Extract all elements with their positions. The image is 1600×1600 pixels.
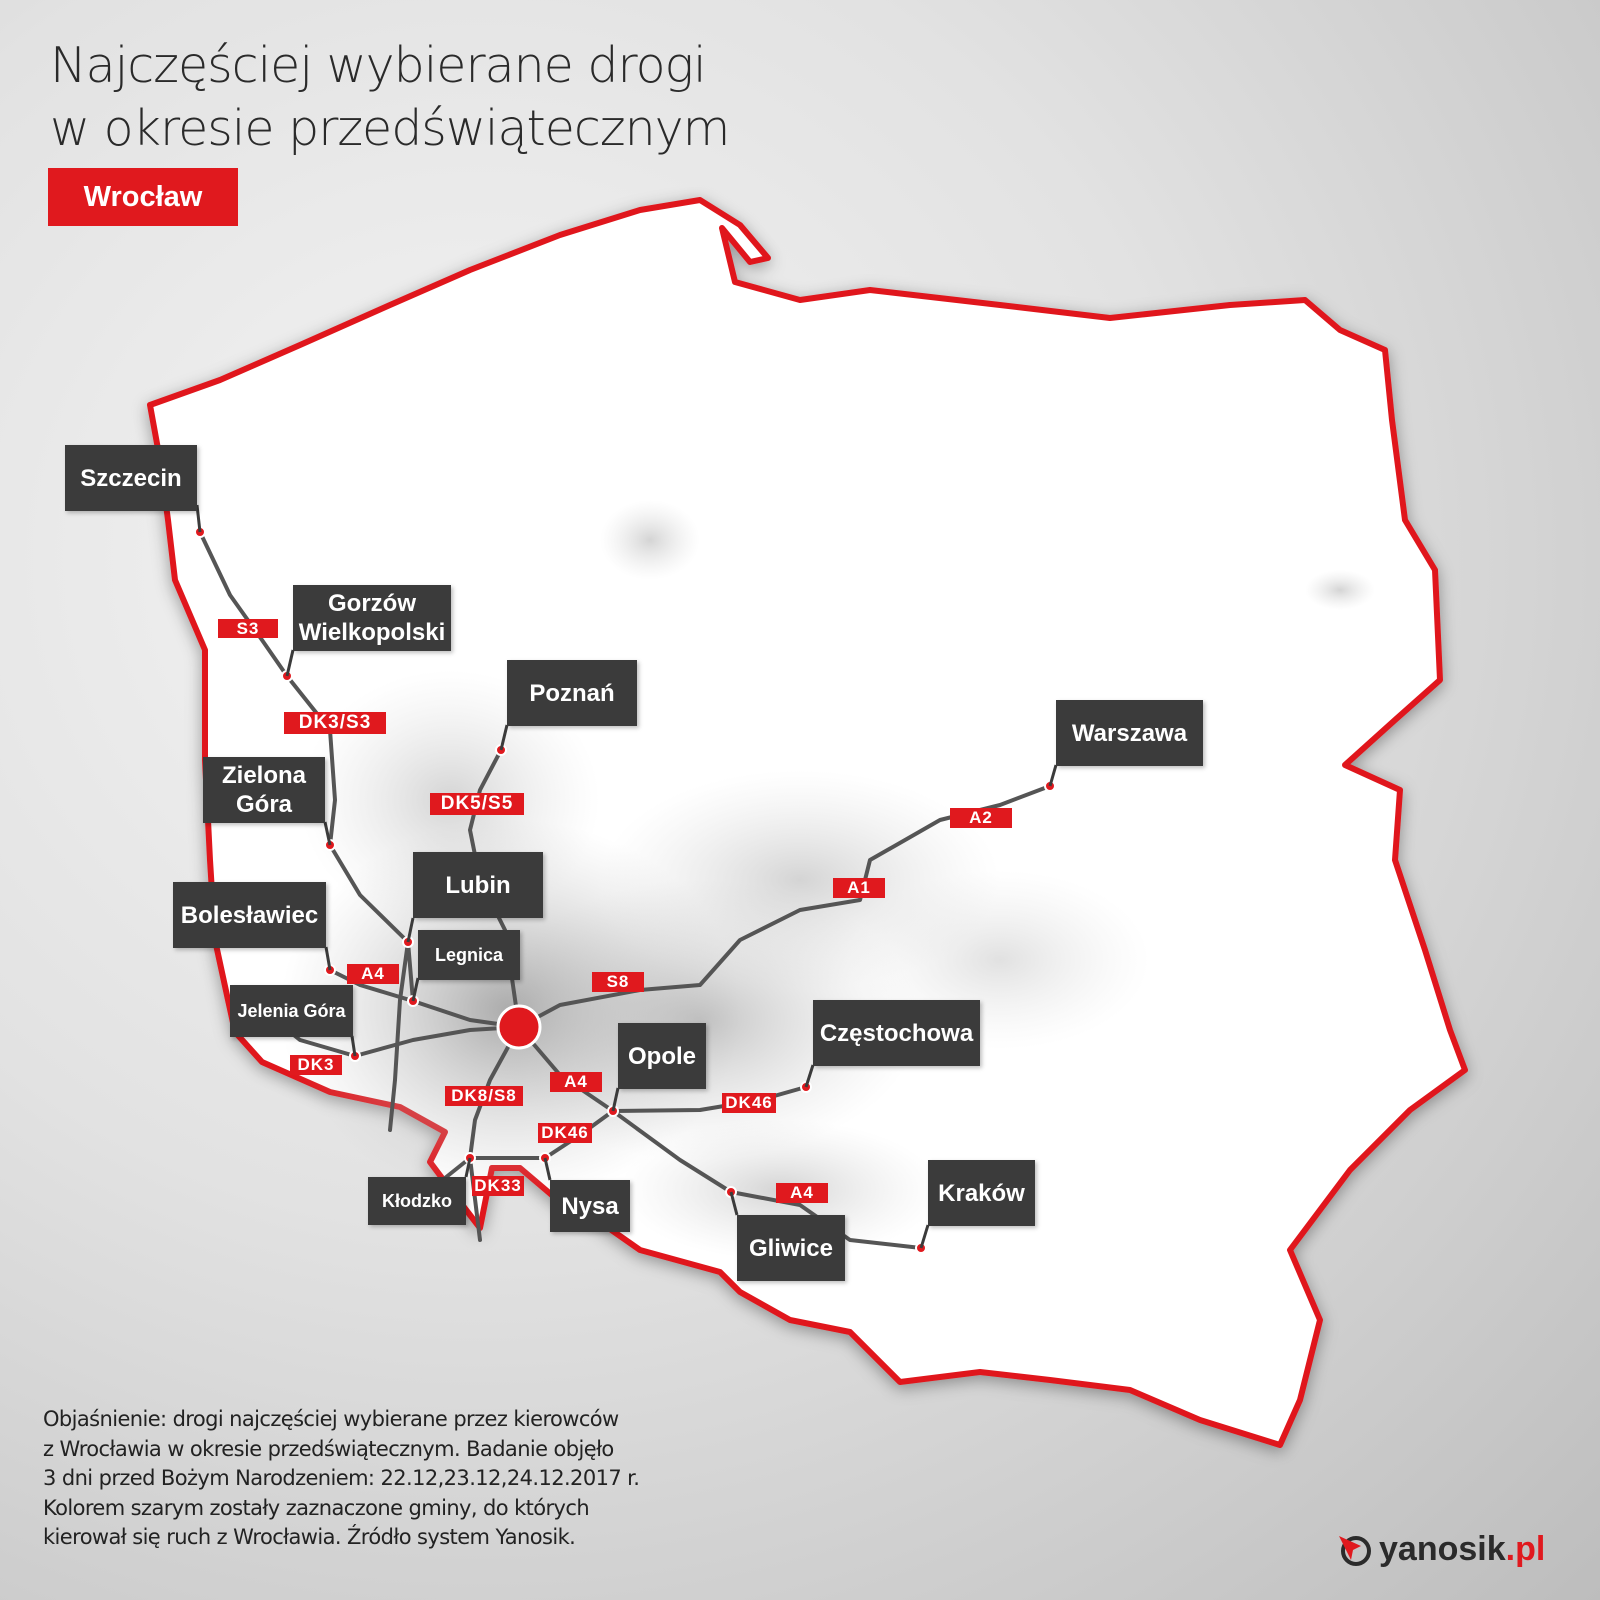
city-label-krakow: Kraków [928, 1160, 1035, 1226]
road-badge-a4-opole: A4 [550, 1072, 602, 1092]
road-badge-a4-west: A4 [347, 964, 399, 984]
road-badge-dk8-s8: DK8/S8 [445, 1086, 523, 1106]
road-badge-s3: S3 [218, 619, 278, 638]
note-line-3: 3 dni przed Bożym Narodzeniem: 22.12,23.… [43, 1466, 640, 1490]
logo-name: yanosik [1379, 1530, 1506, 1568]
yanosik-logo: yanosik.pl [1337, 1530, 1545, 1569]
city-label-zielona-gora: Zielona Góra [203, 757, 325, 823]
title-line-1: Najczęściej wybierane drogi [50, 37, 707, 94]
road-badge-a2: A2 [950, 808, 1012, 828]
road-badge-dk3-s3: DK3/S3 [284, 712, 386, 734]
road-badge-dk5-s5: DK5/S5 [430, 793, 524, 815]
road-badge-dk33: DK33 [472, 1176, 524, 1196]
road-badge-dk46-czestochowa: DK46 [722, 1093, 776, 1113]
city-label-nysa: Nysa [550, 1180, 630, 1232]
page-title: Najczęściej wybierane drogi w okresie pr… [50, 34, 730, 160]
origin-dot-wroclaw [496, 1004, 542, 1050]
city-label-legnica: Legnica [418, 930, 520, 980]
city-label-gorzow: Gorzów Wielkopolski [293, 585, 451, 651]
road-badge-s8: S8 [592, 972, 644, 992]
city-label-szczecin: Szczecin [65, 445, 197, 511]
road-badge-dk3: DK3 [290, 1055, 342, 1075]
city-label-opole: Opole [618, 1023, 706, 1089]
city-label-lubin: Lubin [413, 852, 543, 918]
origin-city-tag: Wrocław [48, 168, 238, 226]
city-label-czestochowa: Częstochowa [813, 1000, 980, 1066]
road-badge-a4-krakow: A4 [776, 1183, 828, 1203]
note-line-4: Kolorem szarym zostały zaznaczone gminy,… [43, 1495, 590, 1520]
logo-suffix: .pl [1505, 1530, 1546, 1568]
city-label-jelenia-gora: Jelenia Góra [230, 985, 353, 1037]
city-label-poznan: Poznań [507, 660, 637, 726]
road-s3 [198, 530, 415, 1003]
note-line-1: Objaśnienie: drogi najczęściej wybierane… [43, 1407, 619, 1431]
road-lubin-legnica [388, 940, 410, 1132]
road-dk3 [353, 1025, 521, 1058]
city-label-boleslawiec: Bolesławiec [173, 882, 326, 948]
city-label-gliwice: Gliwice [737, 1215, 845, 1281]
note-line-5: kierował się ruch z Wrocławia. Źródło sy… [43, 1525, 576, 1549]
city-label-warszawa: Warszawa [1056, 700, 1203, 766]
note-line-2: z Wrocławia w okresie przedświątecznym. … [43, 1436, 614, 1461]
title-line-2: w okresie przedświątecznym [50, 100, 730, 157]
road-badge-dk46-nysa: DK46 [538, 1123, 592, 1143]
yanosik-compass-icon [1339, 1535, 1371, 1566]
road-badge-a1: A1 [833, 878, 885, 898]
city-label-klodzko: Kłodzko [368, 1177, 466, 1225]
explanation-note: Objaśnienie: drogi najczęściej wybierane… [43, 1405, 640, 1553]
